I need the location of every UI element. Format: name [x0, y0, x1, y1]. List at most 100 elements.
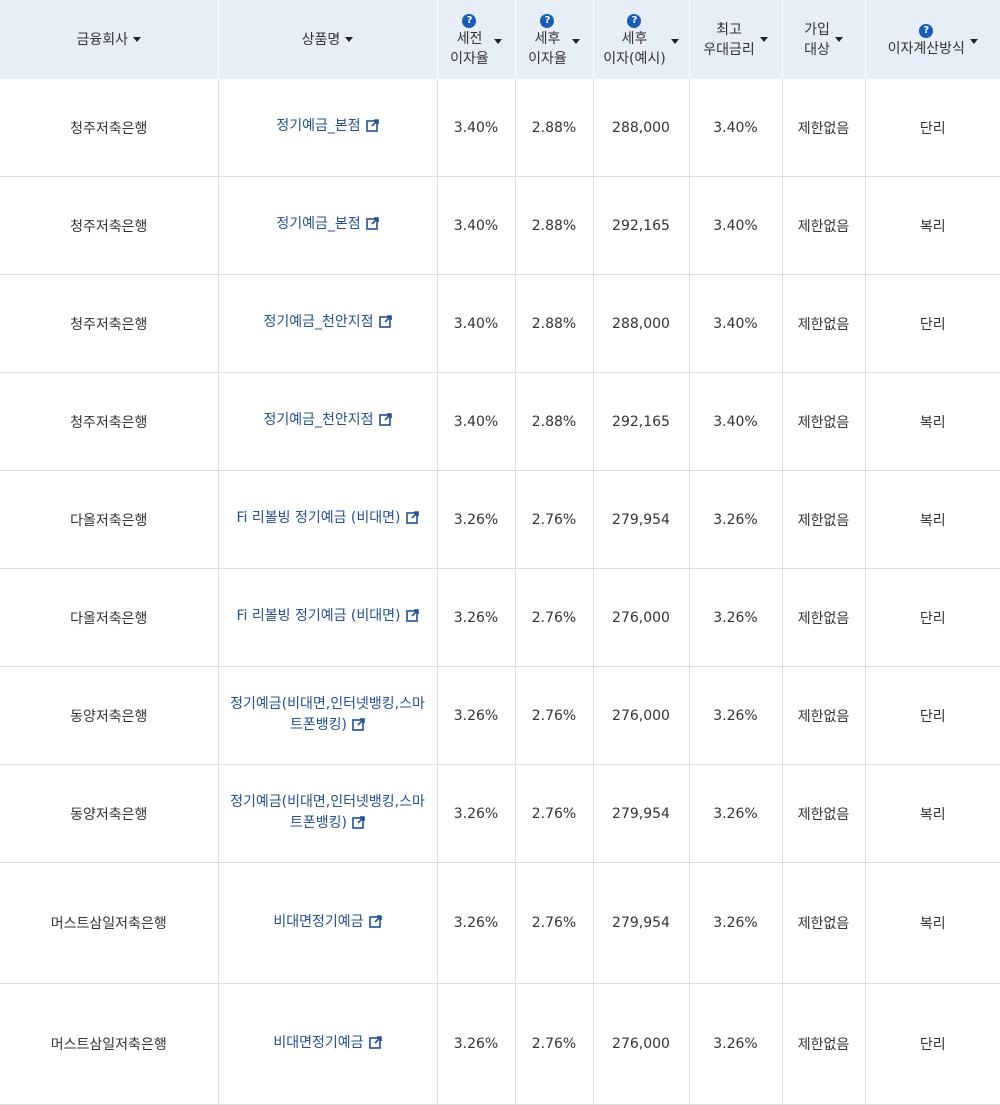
- post-tax-rate-value: 2.76%: [531, 915, 577, 931]
- product-name-line: Fi 리볼빙 정기예금 (비대면): [236, 608, 401, 624]
- max-rate-cell: 3.40%: [688, 176, 782, 275]
- max-rate-cell: 3.40%: [688, 79, 782, 177]
- product-cell: 정기예금(비대면,인터넷뱅킹,스마 트폰뱅킹): [217, 764, 437, 863]
- header-label-group: ? 이자계산방식: [888, 23, 978, 59]
- max-rate-value: 3.26%: [713, 805, 758, 822]
- eligibility-value: 제한없음: [797, 120, 850, 137]
- max-rate-value: 3.26%: [713, 609, 758, 626]
- product-cell: 비대면정기예금: [217, 983, 437, 1105]
- product-link[interactable]: Fi 리볼빙 정기예금 (비대면): [237, 510, 419, 526]
- post-tax-interest-cell: 292,165: [592, 176, 689, 275]
- external-link-icon[interactable]: [365, 118, 379, 139]
- header-eligibility[interactable]: 가입 대상: [781, 0, 865, 79]
- pre-tax-rate-cell: 3.40%: [436, 79, 515, 177]
- header-label-line: 최고: [716, 21, 742, 38]
- product-link[interactable]: 비대면정기예금: [273, 914, 382, 930]
- external-link-icon[interactable]: [365, 216, 379, 237]
- max-rate-cell: 3.26%: [688, 764, 782, 863]
- product-cell: 비대면정기예금: [217, 862, 437, 984]
- post-tax-interest-value: 276,000: [612, 609, 670, 626]
- product-name-line: 정기예금_천안지점: [263, 314, 374, 330]
- company-cell: 머스트삼일저축은행: [0, 862, 218, 984]
- pre-tax-rate-cell: 3.40%: [436, 274, 515, 373]
- post-tax-interest-value: 279,954: [612, 915, 670, 931]
- post-tax-rate-cell: 2.88%: [514, 176, 593, 275]
- header-label-line: 이자율: [450, 50, 489, 67]
- table-row: 다올저축은행 Fi 리볼빙 정기예금 (비대면) 3.26% 2.76% 279,954…: [0, 470, 1000, 569]
- product-link[interactable]: 정기예금(비대면,인터넷뱅킹,스마 트폰뱅킹): [230, 696, 425, 733]
- external-link-icon[interactable]: [368, 914, 382, 935]
- eligibility-value: 제한없음: [797, 708, 850, 725]
- external-link-icon[interactable]: [352, 717, 365, 738]
- help-question-icon[interactable]: ?: [627, 13, 642, 28]
- post-tax-rate-cell: 2.76%: [514, 470, 593, 569]
- eligibility-cell: 제한없음: [781, 470, 865, 569]
- max-rate-value: 3.40%: [713, 119, 758, 136]
- product-name-line: 정기예금_천안지점: [263, 412, 374, 428]
- help-question-icon[interactable]: ?: [919, 23, 934, 38]
- post-tax-interest-value: 288,000: [612, 315, 670, 332]
- post-tax-rate-value: 2.76%: [531, 1036, 577, 1052]
- product-link[interactable]: 비대면정기예금: [273, 1035, 382, 1051]
- sort-caret-down-icon[interactable]: [571, 38, 580, 44]
- table-header-row: 금융회사 상품명? 세전 이자율? 세후 이자율? 세후 이자(예시) 최고 우대금리 가입 대상? 이…: [0, 0, 1000, 79]
- help-question-icon[interactable]: ?: [540, 13, 555, 28]
- header-label-group: 금융회사: [76, 30, 142, 50]
- product-cell: Fi 리볼빙 정기예금 (비대면): [217, 470, 437, 569]
- external-link-icon[interactable]: [352, 815, 365, 836]
- eligibility-value: 제한없음: [797, 218, 850, 235]
- interest-method-cell: 단리: [864, 983, 1000, 1105]
- external-link-icon[interactable]: [368, 1035, 382, 1056]
- help-question-icon[interactable]: ?: [462, 13, 477, 28]
- header-max-preferential-rate[interactable]: 최고 우대금리: [688, 0, 782, 79]
- external-link-icon[interactable]: [378, 412, 392, 433]
- header-lines: ? 이자계산방식: [888, 23, 965, 59]
- product-link[interactable]: 정기예금_본점: [276, 118, 379, 134]
- product-name-line: 정기예금_본점: [276, 216, 361, 232]
- sort-caret-down-icon[interactable]: [493, 38, 502, 44]
- post-tax-rate-cell: 2.76%: [514, 666, 593, 765]
- post-tax-rate-value: 2.76%: [531, 707, 577, 724]
- product-name-line: Fi 리볼빙 정기예금 (비대면): [236, 510, 401, 526]
- sort-caret-down-icon[interactable]: [133, 37, 142, 42]
- sort-caret-down-icon[interactable]: [759, 37, 768, 42]
- header-interest-method[interactable]: ? 이자계산방식: [864, 0, 1000, 79]
- header-label-line: 가입: [804, 21, 830, 38]
- header-post-tax-rate[interactable]: ? 세후 이자율: [514, 0, 593, 79]
- post-tax-interest-value: 292,165: [612, 413, 670, 430]
- pre-tax-rate-value: 3.40%: [453, 315, 499, 332]
- sort-caret-down-icon[interactable]: [969, 38, 978, 44]
- post-tax-rate-cell: 2.76%: [514, 764, 593, 863]
- product-link[interactable]: 정기예금(비대면,인터넷뱅킹,스마 트폰뱅킹): [230, 794, 425, 831]
- product-link[interactable]: 정기예금_본점: [276, 216, 379, 232]
- header-company[interactable]: 금융회사: [0, 0, 218, 79]
- header-product[interactable]: 상품명: [217, 0, 437, 79]
- external-link-icon[interactable]: [405, 510, 419, 531]
- post-tax-interest-value: 288,000: [612, 119, 670, 136]
- eligibility-value: 제한없음: [797, 1037, 850, 1053]
- sort-caret-down-icon[interactable]: [834, 37, 843, 42]
- header-post-tax-interest[interactable]: ? 세후 이자(예시): [592, 0, 689, 79]
- table-row: 동양저축은행 정기예금(비대면,인터넷뱅킹,스마 트폰뱅킹) 3.26% 2.76% 27…: [0, 764, 1000, 863]
- max-rate-cell: 3.26%: [688, 568, 782, 667]
- external-link-icon[interactable]: [405, 608, 419, 629]
- product-link[interactable]: 정기예금_천안지점: [263, 314, 392, 330]
- max-rate-cell: 3.26%: [688, 666, 782, 765]
- interest-method-value: 단리: [919, 708, 946, 725]
- product-link[interactable]: Fi 리볼빙 정기예금 (비대면): [237, 608, 419, 624]
- table-row: 청주저축은행 정기예금_본점 3.40% 2.88% 292,165 3.40% 제한없음 복…: [0, 176, 1000, 275]
- table-body: 청주저축은행 정기예금_본점 3.40% 2.88% 288,000 3.40% 제한없음 단…: [0, 79, 1000, 1105]
- post-tax-interest-cell: 276,000: [592, 568, 689, 667]
- product-link[interactable]: 정기예금_천안지점: [263, 412, 392, 428]
- header-label-group: ? 세전 이자율: [450, 13, 502, 69]
- interest-method-value: 복리: [919, 916, 946, 932]
- sort-caret-down-icon[interactable]: [670, 38, 679, 44]
- table-row: 머스트삼일저축은행 비대면정기예금 3.26% 2.76% 276,000 3.26% 제한…: [0, 983, 1000, 1105]
- pre-tax-rate-cell: 3.26%: [436, 983, 515, 1105]
- header-pre-tax-rate[interactable]: ? 세전 이자율: [436, 0, 515, 79]
- product-name-line: 정기예금(비대면,인터넷뱅킹,스마: [230, 793, 425, 810]
- company-value: 청주저축은행: [70, 414, 148, 431]
- sort-caret-down-icon[interactable]: [345, 37, 354, 42]
- external-link-icon[interactable]: [378, 314, 392, 335]
